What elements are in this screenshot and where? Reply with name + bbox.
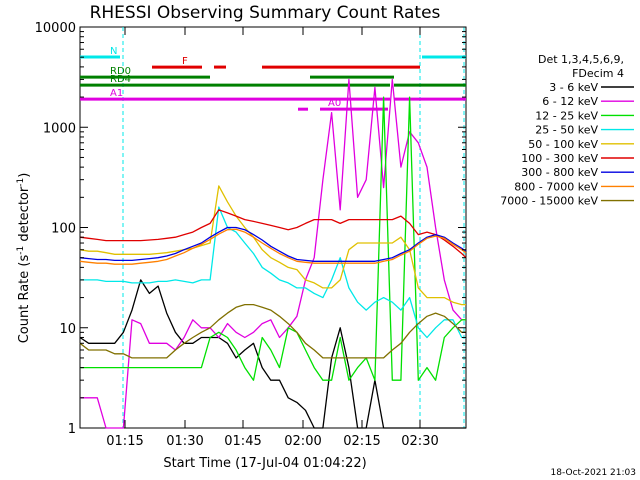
legend-entry-7: 800 - 7000 keV (514, 180, 598, 193)
y-tick-label: 1000 (43, 121, 76, 136)
legend-entry-8: 7000 - 15000 keV (500, 195, 598, 208)
series-line-8 (79, 303, 466, 359)
y-axis-label-sup: -1 (16, 246, 26, 255)
legend-entry-2: 12 - 25 keV (535, 109, 598, 122)
x-tick-label: 01:30 (166, 434, 203, 449)
axes: 1 10 100 1000 10000 01:15 01:30 01:45 02:00 02:15… (35, 21, 466, 449)
series-line-4 (79, 185, 466, 306)
series-line-5 (79, 209, 467, 259)
y-axis-label-rest: detector (17, 186, 32, 246)
y-axis-label-main: Count Rate (s (17, 255, 32, 344)
x-axis-label: Start Time (17-Jul-04 01:04:22) (163, 456, 366, 471)
legend-entry-4: 50 - 100 keV (528, 138, 598, 151)
flag-label-a1: A1 (110, 88, 123, 99)
series-line-1 (80, 78, 466, 429)
series-line-7 (79, 228, 467, 265)
legend-entry-5: 100 - 300 keV (521, 152, 598, 165)
y-axis-label-end: ) (17, 173, 32, 178)
x-tick-label: 01:15 (106, 434, 143, 449)
x-tick-label: 02:00 (284, 434, 321, 449)
y-tick-label: 1 (68, 422, 76, 437)
flag-label-n: N (110, 46, 117, 57)
flag-label-f: F (182, 56, 188, 67)
series-line-2 (80, 96, 466, 381)
chart-title: RHESSI Observing Summary Count Rates (90, 3, 441, 23)
legend-entry-1: 6 - 12 keV (542, 95, 598, 108)
flag-label-a0: A0 (328, 98, 341, 109)
y-axis-label: Count Rate (s-1 detector-1) (16, 173, 32, 344)
y-tick-label: 10 (59, 322, 76, 337)
flag-label-rd0: RD0 (110, 66, 131, 77)
y-tick-label: 10000 (35, 21, 76, 36)
x-tick-label: 02:30 (401, 434, 438, 449)
series-line-0 (79, 279, 466, 429)
flag-label-rd4: RD4 (110, 74, 131, 85)
x-tick-label: 02:15 (343, 434, 380, 449)
series-line-3 (80, 206, 466, 339)
series-lines (79, 78, 467, 429)
legend-entry-0: 3 - 6 keV (549, 81, 598, 94)
legend-entry-3: 25 - 50 keV (535, 124, 598, 137)
series-line-6 (79, 226, 467, 262)
legend-header-1: Det 1,3,4,5,6,9, (538, 53, 624, 66)
y-tick-label: 100 (51, 222, 76, 237)
legend-header-2: FDecim 4 (572, 67, 624, 80)
x-tick-label: 01:45 (224, 434, 261, 449)
footer-date-stamp: 18-Oct-2021 21:03 (551, 468, 636, 478)
y-axis-label-sup2: -1 (16, 178, 26, 187)
svg-text:Count Rate (s-1 detector-1): Count Rate (s-1 detector-1) (16, 173, 32, 344)
legend-entry-6: 300 - 800 keV (521, 166, 598, 179)
